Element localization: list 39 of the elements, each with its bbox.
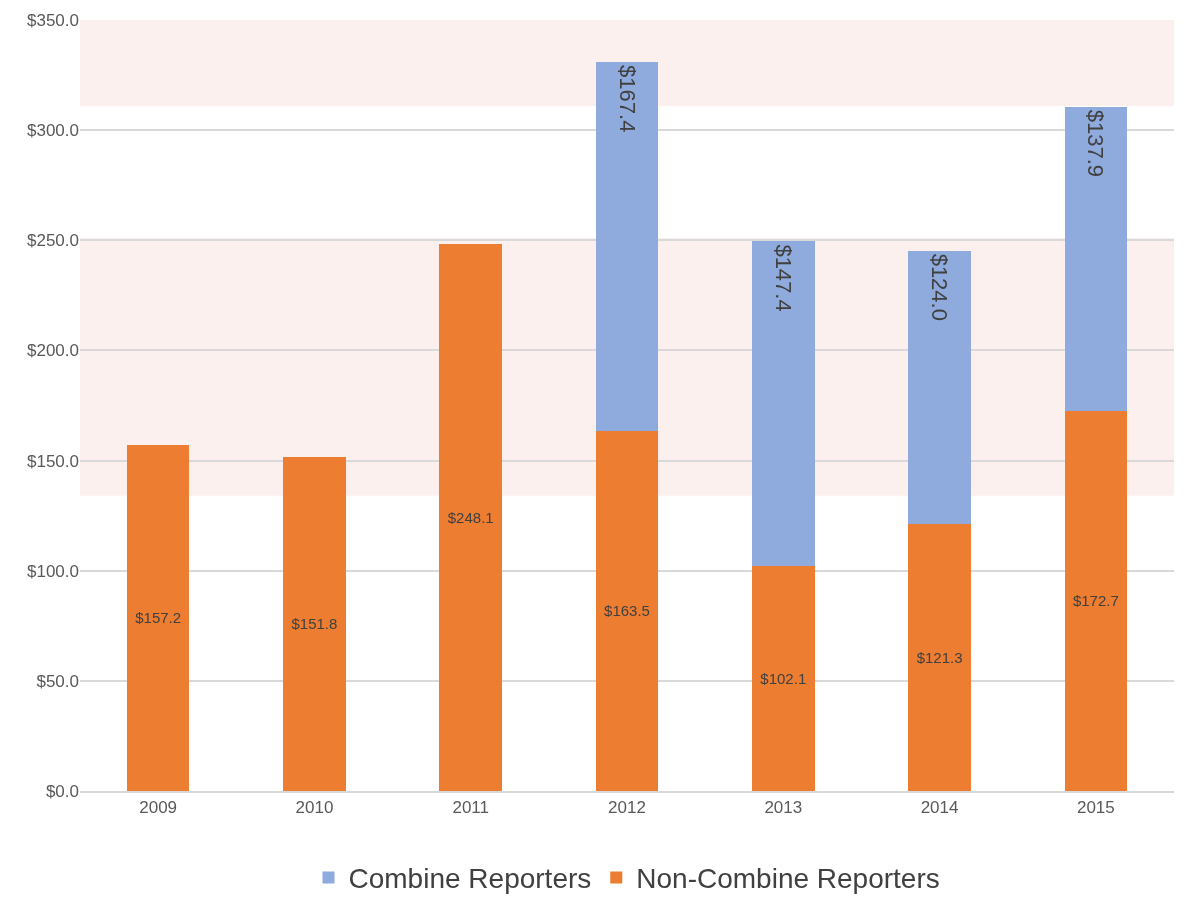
x-tick-label: 2013 — [764, 798, 803, 818]
data-label: $102.1 — [760, 670, 807, 688]
y-tick-label: $350.0 — [27, 10, 79, 30]
data-label: $172.7 — [1072, 592, 1119, 610]
y-tick-label: $250.0 — [27, 231, 79, 251]
data-label: $163.5 — [604, 602, 650, 620]
data-label: $137.9 — [1083, 109, 1109, 178]
data-label: $248.1 — [447, 509, 494, 527]
x-tick-label: 2011 — [452, 798, 489, 818]
data-label: $157.2 — [135, 609, 182, 627]
y-tick-label: $50.0 — [36, 671, 79, 691]
bar — [1064, 410, 1128, 791]
legend-label: Non-Combine Reporters — [636, 863, 940, 895]
y-tick-label: $200.0 — [27, 341, 79, 361]
bar — [126, 444, 190, 791]
y-tick-label: $300.0 — [27, 121, 79, 141]
bar — [595, 62, 659, 431]
bar — [908, 250, 971, 524]
bar — [595, 430, 659, 791]
data-label: $121.3 — [916, 648, 963, 666]
y-tick-label: $0.0 — [45, 781, 79, 801]
data-label: $147.4 — [770, 244, 796, 312]
x-tick-label: 2015 — [1076, 798, 1115, 818]
data-label: $167.4 — [614, 65, 640, 133]
x-tick-label: 2012 — [608, 798, 646, 818]
bar — [752, 241, 815, 567]
bar — [752, 566, 815, 791]
x-tick-label: 2010 — [295, 798, 334, 818]
legend-label: Combine Reporters — [348, 863, 592, 895]
y-tick-label: $150.0 — [27, 451, 79, 471]
y-tick-label: $100.0 — [27, 561, 79, 581]
x-tick-label: 2014 — [920, 798, 959, 818]
bar — [439, 244, 502, 791]
data-label: $124.0 — [927, 253, 953, 321]
bar — [283, 456, 346, 791]
bar — [908, 523, 971, 791]
x-tick-label: 2009 — [139, 798, 178, 818]
bar — [1064, 106, 1128, 411]
data-label: $151.8 — [291, 615, 338, 633]
